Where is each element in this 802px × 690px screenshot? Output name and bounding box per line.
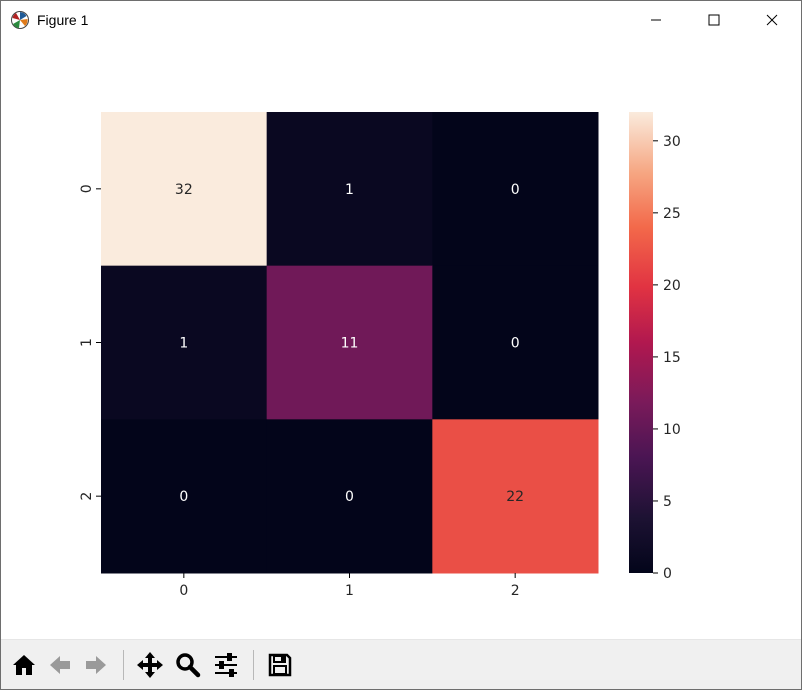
close-icon [766, 14, 778, 26]
colorbar-tick-label: 20 [663, 278, 681, 294]
minimize-icon [651, 19, 661, 21]
colorbar-tick-label: 25 [663, 206, 681, 222]
y-tick-label: 2 [79, 492, 95, 501]
arrow-right-icon [86, 656, 106, 674]
colorbar-tick-label: 10 [663, 422, 681, 438]
heatmap-cell [266, 419, 433, 574]
arrow-left-icon [50, 656, 70, 674]
floppy-disk-icon [268, 653, 292, 677]
home-icon [13, 655, 35, 675]
save-button[interactable] [263, 648, 297, 682]
cell-annotation: 32 [175, 182, 193, 198]
back-button[interactable] [43, 648, 77, 682]
matplotlib-logo-icon [11, 11, 29, 29]
toolbar-separator [253, 650, 254, 680]
cell-annotation: 0 [345, 489, 354, 505]
x-tick-label: 2 [511, 583, 520, 599]
zoom-button[interactable] [171, 648, 205, 682]
navigation-toolbar [1, 639, 801, 689]
heatmap-cell [432, 419, 599, 574]
configure-subplots-button[interactable] [209, 648, 243, 682]
home-button[interactable] [7, 648, 41, 682]
cell-annotation: 1 [345, 182, 354, 198]
heatmap-cell [432, 265, 599, 420]
heatmap-cell [266, 265, 433, 420]
x-tick-label: 0 [179, 583, 188, 599]
cell-annotation: 0 [511, 336, 520, 352]
colorbar-tick-label: 15 [663, 350, 681, 366]
colorbar-tick-label: 30 [663, 134, 681, 150]
heatmap-cell [432, 112, 599, 267]
sliders-icon [215, 653, 237, 677]
y-tick-label: 0 [79, 184, 95, 193]
colorbar-tick-label: 5 [663, 494, 672, 510]
heatmap-cell [101, 419, 268, 574]
heatmap-cell [101, 112, 268, 267]
minimize-button[interactable] [627, 1, 685, 39]
x-tick-label: 1 [345, 583, 354, 599]
cell-annotation: 0 [179, 489, 188, 505]
colorbar [629, 112, 653, 573]
maximize-icon [708, 14, 720, 26]
window-title: Figure 1 [37, 12, 89, 28]
move-icon [137, 652, 163, 678]
toolbar-separator [123, 650, 124, 680]
colorbar-tick-label: 0 [663, 566, 672, 582]
cell-annotation: 0 [511, 182, 520, 198]
heatmap-cell [266, 112, 433, 267]
magnifier-icon [176, 653, 201, 678]
cell-annotation: 22 [506, 489, 524, 505]
y-tick-label: 1 [79, 338, 95, 347]
close-button[interactable] [743, 1, 801, 39]
title-bar[interactable]: Figure 1 [1, 1, 801, 39]
maximize-button[interactable] [685, 1, 743, 39]
heatmap-cell [101, 265, 268, 420]
cell-annotation: 11 [341, 336, 359, 352]
cell-annotation: 1 [179, 336, 188, 352]
forward-button[interactable] [79, 648, 113, 682]
pan-button[interactable] [133, 648, 167, 682]
